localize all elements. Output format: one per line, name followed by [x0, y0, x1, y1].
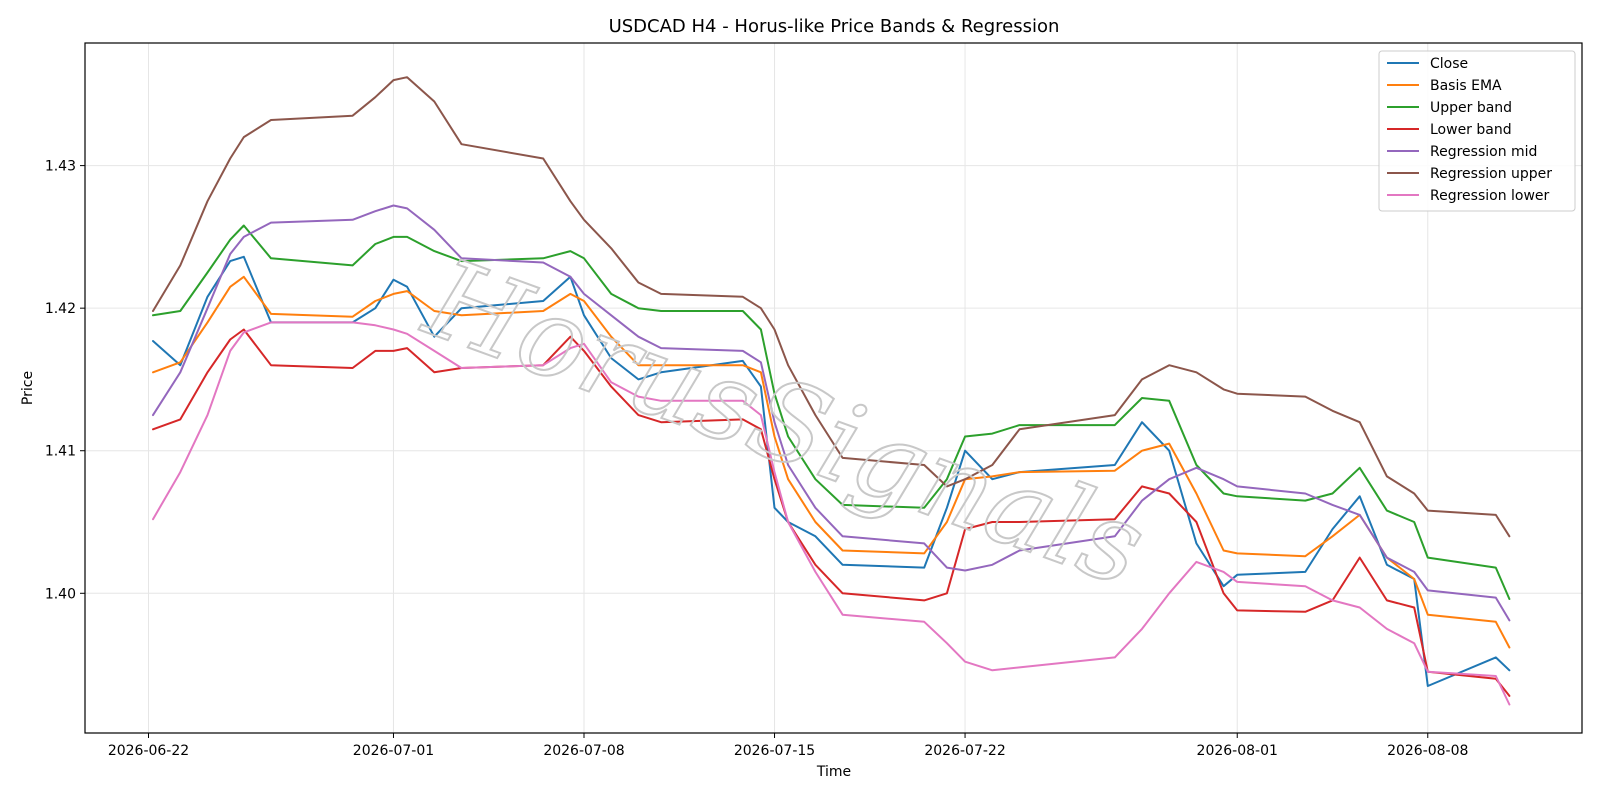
series-line-upper-band [152, 224, 1511, 600]
x-axis: 2026-06-22 2026-07-01 2026-07-08 2026-07-15… [108, 733, 1468, 759]
legend-label-regression-upper: Regression upper [1430, 166, 1552, 182]
x-axis-label: Time [816, 764, 851, 780]
x-tick-label: 2026-07-15 [734, 743, 815, 759]
y-tick-label: 1.41 [45, 444, 76, 460]
legend-label-lower-band: Lower band [1430, 122, 1512, 138]
legend: Close Basis EMA Upper band Lower band Regres… [1378, 50, 1576, 212]
plot-frame [84, 42, 1583, 734]
x-tick-label: 2026-06-22 [108, 743, 189, 759]
series-lines [152, 76, 1511, 706]
legend-label-regression-lower: Regression lower [1430, 188, 1550, 204]
x-tick-label: 2026-08-01 [1197, 743, 1278, 759]
x-tick-label: 2026-07-01 [353, 743, 434, 759]
legend-label-upper-band: Upper band [1430, 100, 1512, 116]
series-line-regression-lower [152, 321, 1511, 706]
y-tick-label: 1.42 [45, 301, 76, 317]
legend-label-basis-ema: Basis EMA [1430, 78, 1502, 94]
series-line-regression-mid [152, 204, 1511, 622]
chart-title: USDCAD H4 - Horus-like Price Bands & Reg… [609, 16, 1060, 37]
legend-label-regression-mid: Regression mid [1430, 144, 1537, 160]
x-tick-label: 2026-07-08 [543, 743, 624, 759]
grid [85, 43, 1582, 733]
y-tick-label: 1.43 [45, 159, 76, 175]
series-line-regression-upper [152, 76, 1511, 538]
legend-label-close: Close [1430, 56, 1468, 72]
x-tick-label: 2026-07-22 [924, 743, 1005, 759]
legend-box [1378, 50, 1576, 212]
series-line-basis-ema [152, 275, 1511, 649]
y-axis-label: Price [20, 371, 36, 405]
y-axis: 1.40 1.41 1.42 1.43 [45, 159, 85, 602]
y-tick-label: 1.40 [45, 586, 76, 602]
x-tick-label: 2026-08-08 [1387, 743, 1468, 759]
